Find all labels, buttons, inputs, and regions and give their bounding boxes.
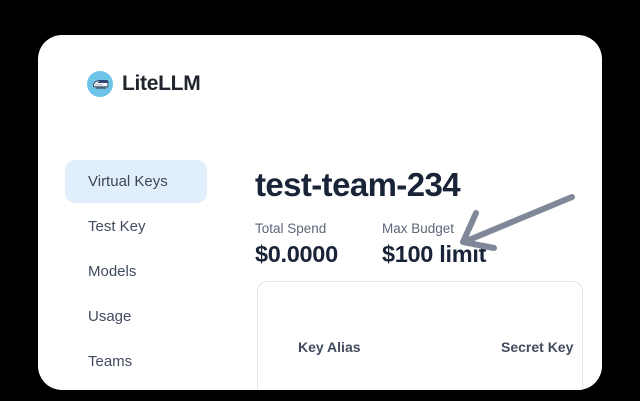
team-stats: Total Spend $0.0000 Max Budget $100 limi… (255, 220, 509, 268)
stat-label: Max Budget (382, 221, 455, 236)
team-title: test-team-234 (255, 166, 461, 203)
sidebar-item-teams[interactable]: Teams (65, 340, 207, 383)
sidebar-item-label: Teams (88, 353, 133, 370)
brand-name: LiteLLM (122, 72, 201, 95)
main-content: test-team-234 Total Spend $0.0000 Max Bu… (255, 35, 602, 390)
sidebar: Virtual Keys Test Key Models Usage Teams (65, 160, 207, 385)
sidebar-item-label: Virtual Keys (88, 173, 168, 190)
sidebar-item-label: Models (88, 263, 137, 280)
sidebar-item-models[interactable]: Models (65, 250, 207, 293)
sidebar-item-usage[interactable]: Usage (65, 295, 207, 338)
sidebar-item-virtual-keys[interactable]: Virtual Keys (65, 160, 207, 203)
stat-total-spend: Total Spend $0.0000 (255, 220, 382, 268)
litellm-logo-icon (87, 71, 113, 97)
sidebar-item-label: Usage (88, 308, 132, 325)
stat-value: $100 limit (382, 241, 487, 267)
column-header-key-alias: Key Alias (298, 339, 361, 355)
app-window: LiteLLM Virtual Keys Test Key Models Usa… (38, 35, 602, 390)
stat-label: Total Spend (255, 221, 327, 236)
brand: LiteLLM (87, 71, 201, 97)
stat-max-budget: Max Budget $100 limit (382, 220, 509, 268)
stat-value: $0.0000 (255, 241, 338, 267)
keys-table-card: Key Alias Secret Key (257, 281, 583, 390)
sidebar-item-label: Test Key (88, 218, 146, 235)
column-header-secret-key: Secret Key (501, 339, 574, 355)
sidebar-item-test-key[interactable]: Test Key (65, 205, 207, 248)
